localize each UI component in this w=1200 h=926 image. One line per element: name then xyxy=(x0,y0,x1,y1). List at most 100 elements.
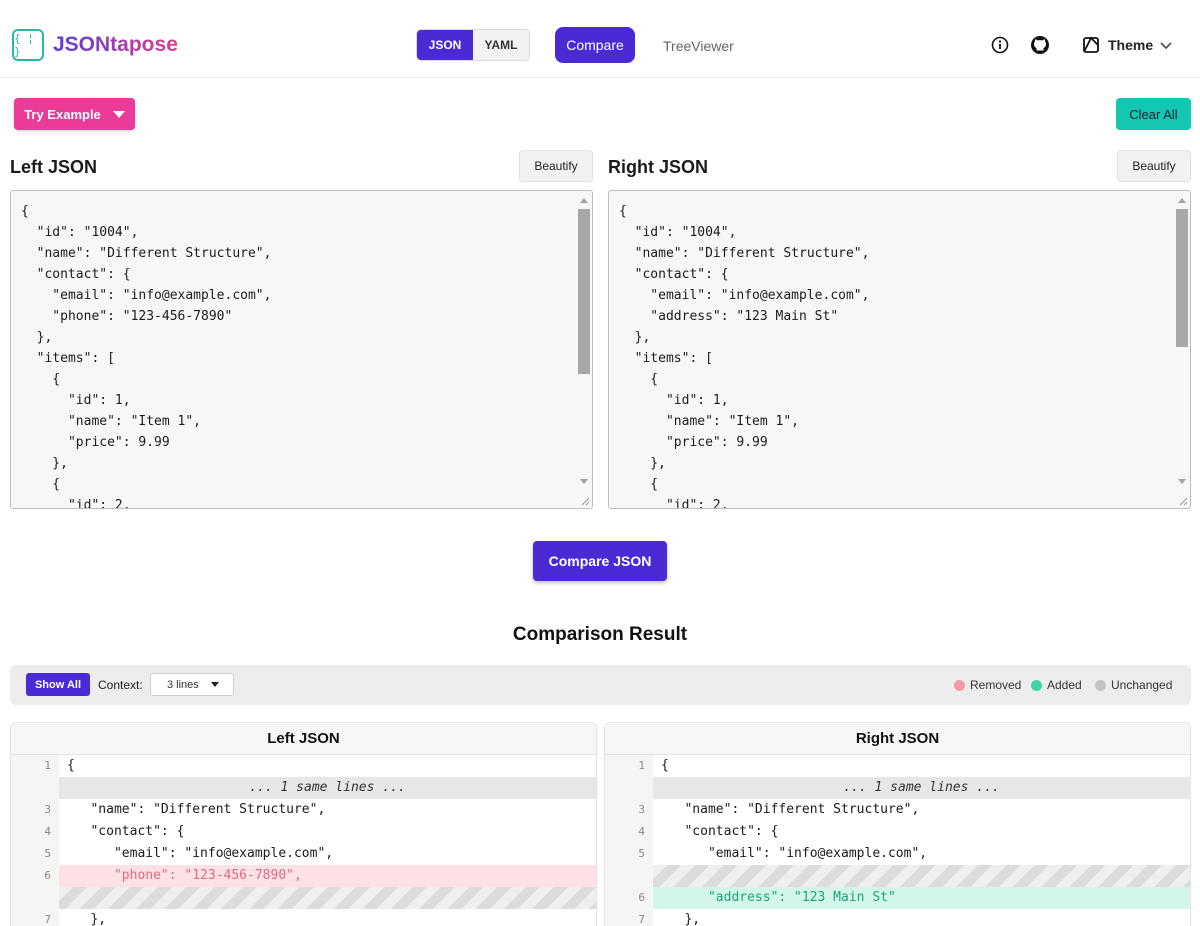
diff-row: 6 "phone": "123-456-7890", xyxy=(11,865,596,887)
diff-row: 6 "address": "123 Main St" xyxy=(605,887,1190,909)
diff-row: 4 "contact": { xyxy=(605,821,1190,843)
legend-unchanged: Unchanged xyxy=(1095,678,1172,692)
theme-icon xyxy=(1083,36,1099,53)
line-code: "email": "info@example.com", xyxy=(67,846,334,861)
app-name: JSONtapose xyxy=(53,33,178,56)
format-json-button[interactable]: JSON xyxy=(417,30,473,60)
removed-dot-icon xyxy=(954,679,965,691)
compare-json-button[interactable]: Compare JSON xyxy=(533,541,667,581)
line-code: "name": "Different Structure", xyxy=(661,802,920,817)
line-number: 6 xyxy=(11,865,59,887)
diff-row: 4 "contact": { xyxy=(11,821,596,843)
line-code xyxy=(59,887,596,909)
caret-down-icon xyxy=(112,110,125,118)
try-example-button[interactable]: Try Example xyxy=(14,98,135,130)
right-diff-rows: 1{... 1 same lines ... 3 "name": "Differe… xyxy=(605,755,1190,926)
diff-controls-bar: Show All Context: 3 lines Removed Added … xyxy=(10,665,1191,705)
right-json-textarea[interactable]: { "id": "1004", "name": "Different Struc… xyxy=(608,190,1191,509)
line-number: 7 xyxy=(11,909,59,926)
diff-row: 1{ xyxy=(11,755,596,777)
legend-added: Added xyxy=(1031,678,1082,692)
resize-grip-icon[interactable] xyxy=(1176,494,1188,506)
left-beautify-button[interactable]: Beautify xyxy=(519,150,593,182)
line-code: "address": "123 Main St" xyxy=(653,887,1190,909)
line-number: 5 xyxy=(605,843,653,865)
diff-row: 7 }, xyxy=(605,909,1190,926)
line-code: "contact": { xyxy=(67,824,185,839)
diff-row: 1{ xyxy=(605,755,1190,777)
left-diff-title: Left JSON xyxy=(11,723,596,755)
context-label: Context: xyxy=(98,678,143,692)
line-number: 1 xyxy=(605,755,653,777)
line-number xyxy=(605,777,653,799)
left-diff-panel: Left JSON 1{... 1 same lines ... 3 "name"… xyxy=(10,722,597,926)
nav-compare[interactable]: Compare xyxy=(555,27,635,63)
context-value: 3 lines xyxy=(167,678,199,691)
comparison-result-title: Comparison Result xyxy=(512,624,688,645)
info-icon[interactable] xyxy=(990,35,1010,55)
line-number: 6 xyxy=(605,887,653,909)
legend-removed: Removed xyxy=(954,678,1021,692)
line-number: 3 xyxy=(11,799,59,821)
legend-removed-label: Removed xyxy=(970,678,1022,692)
nav-treeviewer[interactable]: TreeViewer xyxy=(663,38,734,54)
right-scrollbar[interactable] xyxy=(1176,195,1188,487)
collapsed-lines-row[interactable]: ... 1 same lines ... xyxy=(11,777,596,799)
resize-grip-icon[interactable] xyxy=(578,494,590,506)
theme-button[interactable]: Theme xyxy=(1082,35,1173,55)
left-json-content: { "id": "1004", "name": "Different Struc… xyxy=(21,204,272,509)
caret-down-icon xyxy=(210,682,219,687)
line-number: 4 xyxy=(11,821,59,843)
diff-row: 7 }, xyxy=(11,909,596,926)
placeholder-row xyxy=(11,887,596,909)
right-beautify-button[interactable]: Beautify xyxy=(1117,150,1191,182)
line-number xyxy=(11,887,59,909)
github-icon[interactable] xyxy=(1030,35,1050,55)
left-editor-title: Left JSON xyxy=(10,157,98,177)
try-example-label: Try Example xyxy=(24,106,101,122)
line-number: 1 xyxy=(11,755,59,777)
line-code: "name": "Different Structure", xyxy=(67,802,326,817)
line-code: "email": "info@example.com", xyxy=(661,846,928,861)
line-number xyxy=(11,777,59,799)
left-diff-rows: 1{... 1 same lines ... 3 "name": "Differe… xyxy=(11,755,596,926)
left-scrollbar[interactable] xyxy=(578,195,590,487)
unchanged-dot-icon xyxy=(1095,679,1106,691)
line-number: 4 xyxy=(605,821,653,843)
theme-label: Theme xyxy=(1108,37,1154,53)
left-json-textarea[interactable]: { "id": "1004", "name": "Different Struc… xyxy=(10,190,593,509)
line-code: ... 1 same lines ... xyxy=(59,777,596,799)
right-json-content: { "id": "1004", "name": "Different Struc… xyxy=(619,204,870,509)
show-all-button[interactable]: Show All xyxy=(26,673,90,696)
line-code xyxy=(653,865,1190,887)
added-dot-icon xyxy=(1031,679,1042,691)
collapsed-lines-row[interactable]: ... 1 same lines ... xyxy=(605,777,1190,799)
line-number: 3 xyxy=(605,799,653,821)
format-toggle: JSON YAML xyxy=(416,29,530,61)
chevron-down-icon xyxy=(1160,42,1172,50)
line-code: "phone": "123-456-7890", xyxy=(59,865,596,887)
diff-row: 5 "email": "info@example.com", xyxy=(11,843,596,865)
clear-all-button[interactable]: Clear All xyxy=(1116,98,1191,130)
app-header: { ¦ } JSONtapose JSON YAML Compare TreeV… xyxy=(0,0,1200,78)
legend-unchanged-label: Unchanged xyxy=(1111,678,1173,692)
line-code: ... 1 same lines ... xyxy=(653,777,1190,799)
line-number: 7 xyxy=(605,909,653,926)
diff-row: 5 "email": "info@example.com", xyxy=(605,843,1190,865)
line-number xyxy=(605,865,653,887)
line-number: 5 xyxy=(11,843,59,865)
line-code: { xyxy=(661,758,669,773)
right-diff-title: Right JSON xyxy=(605,723,1190,755)
format-yaml-button[interactable]: YAML xyxy=(473,30,529,60)
diff-row: 3 "name": "Different Structure", xyxy=(11,799,596,821)
right-editor-title: Right JSON xyxy=(608,157,709,177)
line-code: }, xyxy=(661,912,701,926)
line-code: { xyxy=(67,758,75,773)
placeholder-row xyxy=(605,865,1190,887)
diff-row: 3 "name": "Different Structure", xyxy=(605,799,1190,821)
context-select[interactable]: 3 lines xyxy=(150,673,234,696)
legend-added-label: Added xyxy=(1047,678,1082,692)
right-diff-panel: Right JSON 1{... 1 same lines ... 3 "name… xyxy=(604,722,1191,926)
logo-icon: { ¦ } xyxy=(12,29,44,61)
line-code: }, xyxy=(67,912,107,926)
